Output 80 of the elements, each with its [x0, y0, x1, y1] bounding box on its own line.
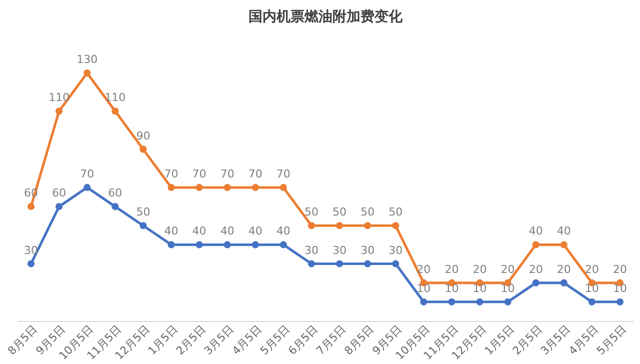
data-label: 50 — [360, 206, 375, 219]
data-label: 10 — [612, 282, 627, 295]
data-label: 30 — [304, 244, 318, 257]
point — [84, 69, 91, 77]
data-label: 40 — [276, 224, 290, 238]
data-label: 10 — [500, 282, 515, 295]
data-label: 40 — [528, 224, 543, 238]
data-label: 20 — [528, 262, 543, 276]
data-label: 70 — [220, 167, 234, 180]
point — [364, 222, 372, 230]
data-label: 20 — [556, 262, 571, 276]
data-label: 50 — [136, 206, 150, 219]
data-label: 70 — [192, 167, 206, 180]
point — [280, 184, 287, 191]
data-label: 20 — [472, 262, 487, 276]
point — [168, 184, 175, 191]
point — [224, 241, 231, 248]
data-label: 40 — [192, 224, 206, 238]
point — [252, 241, 259, 248]
point — [280, 241, 287, 248]
point — [476, 298, 484, 306]
data-label: 40 — [164, 224, 178, 238]
point — [84, 184, 91, 191]
data-label: 70 — [276, 167, 290, 180]
point — [140, 222, 147, 230]
point — [420, 298, 428, 306]
point — [392, 222, 400, 230]
point — [112, 108, 119, 115]
data-label: 40 — [248, 224, 262, 238]
point — [56, 108, 63, 115]
data-label: 10 — [472, 282, 487, 295]
point — [560, 279, 568, 286]
point — [224, 184, 231, 191]
point — [336, 260, 344, 268]
data-label: 30 — [360, 244, 375, 257]
data-label: 70 — [80, 167, 94, 180]
data-label: 130 — [76, 53, 98, 66]
point — [448, 298, 456, 306]
data-label: 40 — [220, 224, 234, 238]
point — [140, 146, 147, 153]
data-label: 50 — [332, 206, 347, 219]
data-label: 20 — [612, 262, 627, 276]
point — [196, 184, 203, 191]
data-label: 20 — [500, 262, 515, 276]
point — [308, 260, 316, 268]
point — [364, 260, 372, 268]
point — [56, 203, 63, 210]
data-label: 50 — [304, 206, 318, 219]
data-label: 30 — [332, 244, 347, 257]
point — [27, 203, 35, 210]
point — [168, 241, 175, 248]
data-label: 10 — [584, 282, 599, 295]
data-label: 90 — [136, 129, 150, 142]
point — [112, 203, 119, 210]
point — [532, 241, 540, 248]
data-label: 20 — [444, 262, 459, 276]
point — [308, 222, 316, 230]
point — [196, 241, 203, 248]
data-label: 40 — [556, 224, 571, 238]
data-label: 10 — [416, 282, 431, 295]
point — [392, 260, 400, 268]
data-label: 70 — [164, 167, 178, 180]
data-label: 60 — [52, 186, 66, 200]
point — [616, 298, 624, 306]
point — [588, 298, 596, 306]
point — [27, 260, 35, 268]
data-label: 60 — [108, 186, 122, 200]
data-label: 20 — [416, 262, 431, 276]
data-label: 110 — [104, 91, 126, 104]
point — [252, 184, 259, 191]
data-label: 20 — [584, 262, 599, 276]
point — [560, 241, 568, 248]
data-label: 10 — [444, 282, 459, 295]
data-label: 30 — [388, 244, 403, 257]
point — [336, 222, 344, 230]
point — [532, 279, 540, 286]
point — [504, 298, 512, 306]
data-label: 70 — [248, 167, 262, 180]
chart-title: 国内机票燃油附加费变化 — [248, 8, 404, 25]
data-label: 50 — [388, 206, 403, 219]
